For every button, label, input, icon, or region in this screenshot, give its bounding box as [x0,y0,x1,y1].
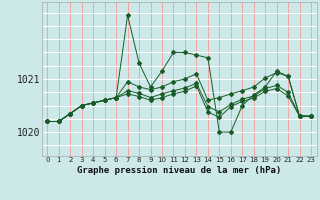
X-axis label: Graphe pression niveau de la mer (hPa): Graphe pression niveau de la mer (hPa) [77,166,281,175]
